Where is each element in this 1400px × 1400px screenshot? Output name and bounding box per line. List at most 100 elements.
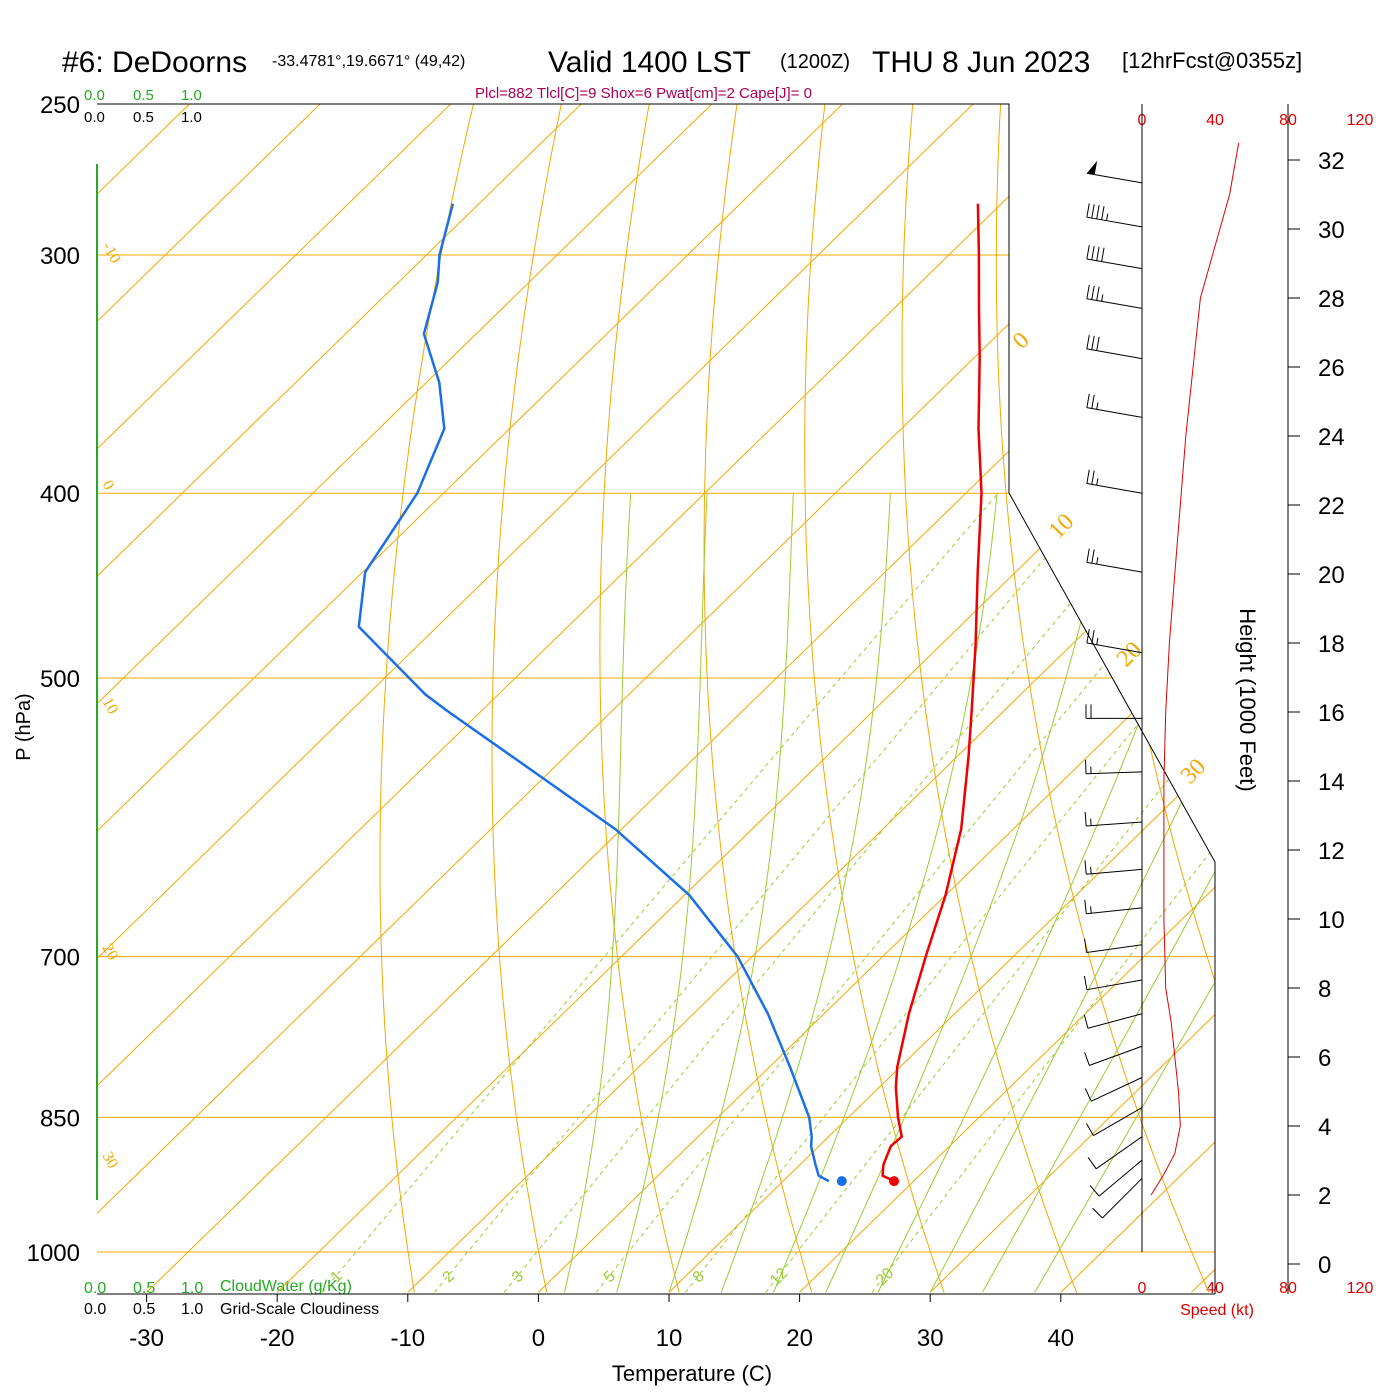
isotherm-left-label: 20: [99, 941, 122, 963]
wind-barb-staff: [1095, 1136, 1143, 1170]
dry-adiabat-line: [901, 104, 1078, 1293]
moist-adiabat-line: [1034, 492, 1215, 1293]
forecast-date: THU 8 Jun 2023: [872, 46, 1090, 79]
isotherm-line: [799, 104, 1215, 1293]
wind-barb-staff: [1086, 642, 1143, 654]
cloudiness-label: Grid-Scale Cloudiness: [220, 1301, 379, 1318]
wind-barb-pennant: [1086, 160, 1098, 175]
pressure-tick-label: 400: [40, 481, 80, 508]
moist-adiabat-line: [720, 493, 891, 1293]
wind-barb-flag: [1084, 860, 1087, 875]
mixing-ratio-line: [321, 492, 999, 1293]
isotherm-left-label: 10: [99, 695, 122, 717]
pressure-tick-label: 1000: [27, 1240, 80, 1267]
wind-barb: [1086, 160, 1143, 184]
moist-adiabat-line: [981, 492, 1215, 1293]
height-tick-label: 30: [1318, 217, 1345, 244]
wind-barb: [1085, 704, 1142, 719]
height-tick-label: 8: [1318, 976, 1331, 1003]
wind-barb-staff: [1086, 771, 1143, 775]
wind-barb-staff: [1086, 172, 1143, 184]
height-tick-label: 32: [1318, 148, 1345, 175]
plot-frame: [96, 103, 1289, 1295]
wind-barb-halfflag: [1096, 557, 1099, 565]
isotherm-line: [668, 104, 1215, 1293]
wind-barb-halfflag: [1096, 402, 1099, 410]
bottom-black-scale-1: 0.5: [133, 1301, 155, 1318]
wind-barb-halfflag: [1096, 478, 1099, 486]
wind-barb: [1086, 548, 1143, 573]
wind-barb-flag: [1091, 204, 1095, 219]
wind-barb: [1083, 975, 1143, 991]
top-green-scale-0: 0.0: [84, 87, 105, 104]
top-black-scale-2: 1.0: [181, 109, 202, 126]
wind-barb: [1086, 629, 1143, 654]
speed-tick-bottom-3: 120: [1347, 1280, 1374, 1297]
isotherm-left-label: 0: [99, 478, 118, 493]
wind-barb: [1086, 1107, 1143, 1137]
dry-adiabat-line: [379, 104, 474, 1293]
thermo-grid: [97, 104, 1215, 1293]
wind-barb-staff: [1086, 944, 1143, 954]
wind-barb-flag: [1092, 1207, 1103, 1219]
moist-adiabat-line: [825, 493, 1110, 1293]
height-tick-label: 0: [1318, 1252, 1331, 1279]
moist-adiabat-line: [773, 493, 998, 1293]
moist-adiabat-line: [564, 493, 632, 1293]
mixing-ratio-line: [765, 492, 1215, 1293]
isotherm-line: [97, 104, 582, 1293]
isotherm-line: [538, 104, 1215, 1293]
y-axis-label: P (hPa): [13, 693, 35, 760]
indices-line: Plcl=882 Tlcl[C]=9 Shox=6 Pwat[cm]=2 Cap…: [475, 85, 812, 102]
dry-adiabat-line: [703, 104, 813, 1293]
isotherm-line: [97, 104, 451, 1293]
mixing-ratio-line: [434, 492, 1100, 1293]
wind-barb-flag: [1087, 1157, 1097, 1170]
wind-barb: [1085, 759, 1143, 775]
wind-barb-flag: [1084, 811, 1087, 826]
isotherm-line: [97, 104, 321, 1293]
dry-adiabat-line: [995, 104, 1210, 1293]
speed-tick-top-1: 40: [1206, 112, 1224, 129]
temperature-profile: [881, 203, 983, 1183]
surface-dewpoint-dot: [836, 1176, 847, 1187]
wind-barb-flag: [1091, 630, 1095, 645]
station-title: #6: DeDoorns: [62, 46, 247, 79]
pressure-tick-label: 850: [40, 1105, 80, 1132]
wind-barb-flag: [1091, 394, 1095, 409]
speed-tick-top-3: 120: [1347, 112, 1374, 129]
valid-time: Valid 1400 LST: [548, 46, 751, 79]
wind-barb-halfflag: [1090, 866, 1092, 874]
temperature-tick-label: 40: [1047, 1325, 1074, 1352]
wind-barb: [1084, 1077, 1143, 1102]
isotherm-line: [97, 104, 1104, 1293]
temperature-tick-label: -10: [390, 1325, 425, 1352]
wind-speed-line: [1150, 142, 1240, 1196]
height-tick-label: 18: [1318, 631, 1345, 658]
isotherm-line: [929, 104, 1215, 1293]
isotherm-line: [97, 104, 713, 1293]
wind-barb-staff: [1086, 216, 1143, 228]
pressure-tick-label: 700: [40, 945, 80, 972]
wind-barb-staff: [1086, 482, 1143, 494]
isotherm-left-label: 30: [99, 1149, 122, 1171]
wind-barb-staff: [1093, 1107, 1143, 1137]
zulu-time: (1200Z): [780, 51, 850, 73]
isotherm-line: [1060, 104, 1215, 1293]
top-green-scale-1: 0.5: [133, 87, 154, 104]
wind-barb-staff: [1086, 407, 1143, 418]
isotherm-right-label: 0: [1008, 327, 1035, 354]
moist-adiabat-line: [877, 493, 1215, 1293]
isotherm-line: [146, 104, 1215, 1293]
wind-barb: [1092, 1178, 1143, 1219]
wind-barb-flag: [1091, 245, 1095, 260]
wind-barb-staff: [1086, 979, 1143, 991]
wind-barb-flag: [1096, 286, 1100, 301]
wind-barb: [1084, 811, 1143, 827]
wind-barb-staff: [1087, 1013, 1143, 1029]
wind-barb: [1083, 1013, 1143, 1029]
wind-barb-flag: [1096, 205, 1100, 220]
wind-barb-staff: [1086, 907, 1143, 915]
temperature-tick-label: 30: [917, 1325, 944, 1352]
